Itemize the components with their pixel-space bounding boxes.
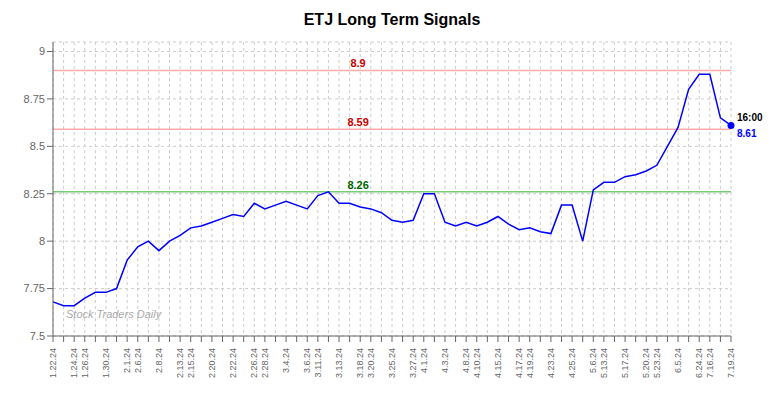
svg-text:8.5: 8.5 [30, 140, 45, 152]
svg-text:4.23.24: 4.23.24 [546, 348, 556, 378]
svg-text:5.17.24: 5.17.24 [620, 348, 630, 378]
svg-text:4.8.24: 4.8.24 [461, 348, 471, 373]
svg-text:9: 9 [39, 45, 45, 57]
svg-text:5.20.24: 5.20.24 [641, 348, 651, 378]
svg-text:3.13.24: 3.13.24 [334, 348, 344, 378]
svg-text:3.11.24: 3.11.24 [313, 348, 323, 377]
svg-text:5.23.24: 5.23.24 [652, 348, 662, 378]
svg-text:4.25.24: 4.25.24 [567, 348, 577, 378]
svg-text:1.30.24: 1.30.24 [101, 348, 111, 378]
svg-text:2.13.24: 2.13.24 [175, 348, 185, 378]
svg-text:4.17.24: 4.17.24 [514, 348, 524, 378]
svg-text:2.1.24: 2.1.24 [122, 348, 132, 373]
svg-text:3.18.24: 3.18.24 [355, 348, 365, 378]
svg-text:3.20.24: 3.20.24 [366, 348, 376, 378]
svg-text:16:00: 16:00 [737, 112, 763, 123]
svg-text:8.59: 8.59 [347, 116, 368, 128]
svg-text:7.19.24: 7.19.24 [726, 348, 736, 378]
html-text:Stock Traders Daily: Stock Traders Daily [66, 308, 162, 320]
svg-text:3.4.24: 3.4.24 [281, 348, 291, 373]
svg-text:7.75: 7.75 [24, 282, 45, 294]
svg-text:4.3.24: 4.3.24 [440, 348, 450, 373]
svg-text:8.25: 8.25 [24, 188, 45, 200]
svg-text:2.6.24: 2.6.24 [133, 348, 143, 373]
svg-text:1.24.24: 1.24.24 [69, 348, 79, 378]
svg-text:1.26.24: 1.26.24 [80, 348, 90, 378]
svg-text:1.22.24: 1.22.24 [48, 348, 58, 378]
svg-text:2.28.24: 2.28.24 [260, 348, 270, 378]
svg-text:8.75: 8.75 [24, 93, 45, 105]
svg-text:2.26.24: 2.26.24 [249, 348, 259, 378]
svg-text:4.15.24: 4.15.24 [493, 348, 503, 378]
svg-text:3.6.24: 3.6.24 [302, 348, 312, 373]
svg-text:8.26: 8.26 [347, 179, 368, 191]
svg-text:5.13.24: 5.13.24 [599, 348, 609, 378]
svg-text:7.16.24: 7.16.24 [705, 348, 715, 378]
svg-text:2.15.24: 2.15.24 [186, 348, 196, 378]
svg-text:8.61: 8.61 [737, 128, 757, 139]
svg-text:2.20.24: 2.20.24 [207, 348, 217, 378]
svg-text:4.19.24: 4.19.24 [525, 348, 535, 378]
html-text:ETJ Long Term Signals: ETJ Long Term Signals [303, 11, 481, 28]
svg-text:5.6.24: 5.6.24 [588, 348, 598, 373]
svg-text:6.5.24: 6.5.24 [673, 348, 683, 373]
svg-text:3.25.24: 3.25.24 [387, 348, 397, 378]
svg-text:8: 8 [39, 235, 45, 247]
svg-text:3.27.24: 3.27.24 [408, 348, 418, 378]
svg-text:8.9: 8.9 [350, 57, 365, 69]
svg-text:4.1.24: 4.1.24 [419, 348, 429, 373]
svg-text:7.5: 7.5 [30, 330, 45, 342]
svg-text:2.22.24: 2.22.24 [228, 348, 238, 378]
svg-text:2.8.24: 2.8.24 [154, 348, 164, 373]
svg-text:6.24.24: 6.24.24 [694, 348, 704, 378]
svg-text:4.10.24: 4.10.24 [472, 348, 482, 378]
